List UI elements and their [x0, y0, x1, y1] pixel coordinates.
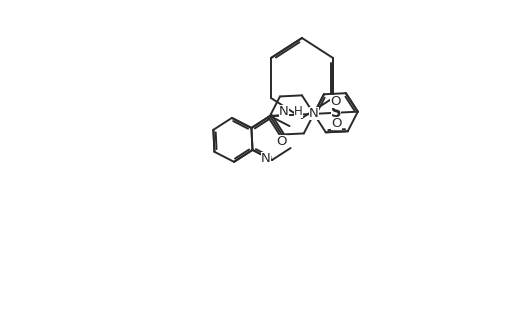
Text: N: N — [279, 106, 289, 118]
Text: N: N — [261, 152, 271, 165]
Text: O: O — [330, 95, 340, 108]
Text: O: O — [277, 135, 287, 148]
Text: H: H — [294, 106, 303, 118]
Text: N: N — [309, 107, 319, 120]
Text: O: O — [332, 117, 342, 130]
Text: S: S — [331, 105, 341, 120]
